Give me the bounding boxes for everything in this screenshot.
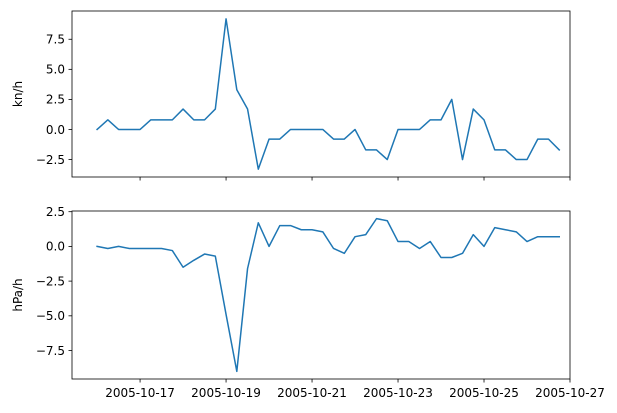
y-tick-label: 2.5 bbox=[46, 205, 65, 219]
y-tick-label: 2.5 bbox=[46, 93, 65, 107]
y-tick-label: −2.5 bbox=[36, 153, 65, 167]
y-tick-label: −7.5 bbox=[36, 344, 65, 358]
x-tick-label: 2005-10-19 bbox=[191, 386, 261, 400]
axes-frame bbox=[71, 210, 571, 380]
y-tick-label: 5.0 bbox=[46, 63, 65, 77]
x-tick-label: 2005-10-27 bbox=[535, 386, 605, 400]
x-tick-label: 2005-10-25 bbox=[449, 386, 519, 400]
y-axis-label: hPa/h bbox=[11, 278, 25, 311]
x-tick-label: 2005-10-21 bbox=[277, 386, 347, 400]
y-tick-label: 7.5 bbox=[46, 33, 65, 47]
y-tick-label: 0.0 bbox=[46, 123, 65, 137]
axes-frame bbox=[71, 10, 571, 178]
y-tick-label: −2.5 bbox=[36, 274, 65, 288]
series-line-0-0 bbox=[96, 18, 561, 170]
bottom-subplot: −7.5 −5.0 −2.5 0.0 2.5 hPa/h 2005-10-17 2005-10… bbox=[11, 205, 605, 400]
y-tick-label: −5.0 bbox=[36, 309, 65, 323]
top-subplot: −2.5 0.0 2.5 5.0 7.5 kn/h bbox=[11, 10, 571, 181]
y-axis-label: kn/h bbox=[11, 81, 25, 107]
series-line-1-0 bbox=[96, 217, 560, 373]
y-tick-label: 0.0 bbox=[46, 240, 65, 254]
x-tick-label: 2005-10-23 bbox=[363, 386, 433, 400]
x-tick-label: 2005-10-17 bbox=[105, 386, 175, 400]
